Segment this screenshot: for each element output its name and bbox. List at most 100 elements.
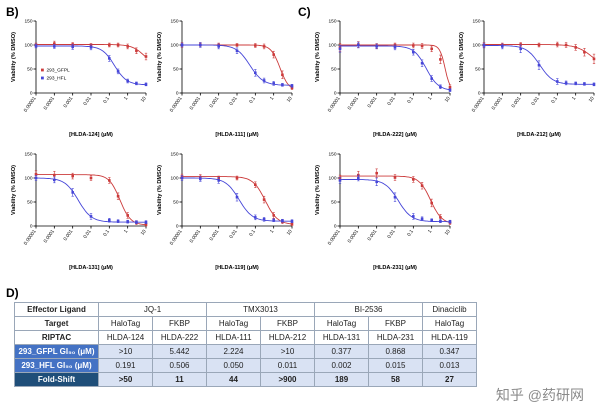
svg-text:150: 150 [24, 19, 32, 25]
row-label: Target [14, 316, 99, 331]
svg-text:10: 10 [286, 95, 294, 103]
panel-label-c: C) [298, 5, 311, 19]
header-cell: BI-2536 [314, 302, 423, 317]
header-cell: FKBP [260, 316, 315, 331]
value-cell: 0.002 [314, 358, 369, 373]
svg-text:0.01: 0.01 [386, 228, 396, 239]
svg-text:0.01: 0.01 [82, 228, 92, 239]
svg-text:0: 0 [334, 224, 337, 230]
svg-text:0: 0 [334, 91, 337, 97]
svg-text:50: 50 [331, 67, 337, 73]
value-cell: >900 [260, 372, 315, 387]
panel-label-d: D) [6, 286, 19, 300]
svg-text:150: 150 [170, 152, 178, 158]
svg-text:0.0001: 0.0001 [189, 95, 203, 111]
svg-text:100: 100 [472, 43, 480, 49]
watermark: 知乎 @药研网 [495, 387, 584, 403]
value-cell: 0.868 [368, 344, 423, 359]
header-cell: HaloTag [206, 316, 261, 331]
svg-text:0.0001: 0.0001 [189, 228, 203, 244]
svg-text:0.001: 0.001 [62, 228, 74, 242]
svg-text:0.0001: 0.0001 [43, 95, 57, 111]
row-label: 293_GFPL GI₅₀ (μM) [14, 344, 99, 359]
svg-text:0.01: 0.01 [530, 95, 540, 106]
value-cell: 5.442 [152, 344, 207, 359]
svg-text:Viability (% DMSO): Viability (% DMSO) [157, 165, 163, 215]
table-row: 293_GFPL GI₅₀ (μM) >10 5.442 2.224 >10 0.377 0… [14, 344, 477, 359]
svg-text:0.1: 0.1 [406, 228, 415, 237]
svg-text:10: 10 [588, 95, 596, 103]
header-cell: HLDA-124 [98, 330, 153, 345]
svg-text:100: 100 [170, 176, 178, 182]
header-cell: JQ-1 [98, 302, 207, 317]
row-label: Fold-Shift [14, 372, 99, 387]
svg-text:0.001: 0.001 [366, 95, 378, 109]
chart-hlda-212: 0 50 100 150 0.00001 0.0001 0.001 0.01 0.1 1 10 [HL… [456, 15, 598, 143]
value-cell: 2.224 [206, 344, 261, 359]
header-cell: FKBP [152, 316, 207, 331]
value-cell: 0.050 [206, 358, 261, 373]
value-cell: >10 [260, 344, 315, 359]
svg-text:10: 10 [444, 228, 452, 236]
table-row: Target HaloTag FKBP HaloTag FKBP HaloTag FKBP H… [14, 316, 477, 331]
svg-text:50: 50 [173, 200, 179, 206]
svg-text:[HLDA-119] (μM): [HLDA-119] (μM) [215, 265, 259, 271]
svg-text:100: 100 [328, 176, 336, 182]
value-cell: 0.011 [260, 358, 315, 373]
svg-text:0: 0 [30, 91, 33, 97]
value-cell: 0.015 [368, 358, 423, 373]
svg-text:0: 0 [30, 224, 33, 230]
row-label: Effector Ligand [14, 302, 99, 317]
svg-text:Viability (% DMSO): Viability (% DMSO) [459, 32, 465, 82]
svg-text:100: 100 [170, 43, 178, 49]
svg-text:1: 1 [123, 95, 130, 101]
table-row: RIPTAC HLDA-124 HLDA-222 HLDA-111 HLDA-212 HL… [14, 330, 477, 345]
svg-text:0.00001: 0.00001 [471, 95, 486, 113]
chart-hlda-111: 0 50 100 150 0.00001 0.0001 0.001 0.01 0.1 1 10 [HL… [154, 15, 296, 143]
header-cell: HLDA-119 [422, 330, 477, 345]
svg-text:1: 1 [269, 95, 276, 101]
panel-label-b: B) [6, 5, 19, 19]
svg-text:0: 0 [176, 224, 179, 230]
svg-text:1: 1 [571, 95, 578, 101]
svg-text:0.1: 0.1 [550, 95, 559, 104]
svg-text:0.01: 0.01 [228, 228, 238, 239]
svg-text:0.001: 0.001 [208, 228, 220, 242]
svg-text:150: 150 [472, 19, 480, 25]
header-cell: HLDA-212 [260, 330, 315, 345]
svg-text:0.0001: 0.0001 [43, 228, 57, 244]
svg-text:100: 100 [24, 43, 32, 49]
header-cell: HaloTag [98, 316, 153, 331]
svg-text:1: 1 [123, 228, 130, 234]
value-cell: 44 [206, 372, 261, 387]
svg-text:100: 100 [24, 176, 32, 182]
chart-hlda-119: 0 50 100 150 0.00001 0.0001 0.001 0.01 0.1 1 10 [HL… [154, 148, 296, 276]
value-cell: 0.377 [314, 344, 369, 359]
svg-text:50: 50 [27, 200, 33, 206]
svg-text:0.00001: 0.00001 [327, 95, 342, 113]
svg-text:0.00001: 0.00001 [327, 228, 342, 246]
svg-text:0.0001: 0.0001 [491, 95, 505, 111]
value-cell: 0.506 [152, 358, 207, 373]
svg-text:Viability (% DMSO): Viability (% DMSO) [11, 32, 17, 82]
value-cell: 189 [314, 372, 369, 387]
svg-text:10: 10 [286, 228, 294, 236]
value-cell: 27 [422, 372, 477, 387]
svg-text:150: 150 [328, 19, 336, 25]
svg-text:Viability (% DMSO): Viability (% DMSO) [157, 32, 163, 82]
svg-text:150: 150 [328, 152, 336, 158]
table-row: 293_HFL GI₅₀ (μM) 0.191 0.506 0.050 0.011 0.0… [14, 358, 477, 373]
svg-text:0.0001: 0.0001 [347, 228, 361, 244]
svg-text:10: 10 [140, 95, 148, 103]
chart-hlda-124: 0 50 100 150 0.00001 0.0001 0.001 0.01 0.1 1 10 [HL… [8, 15, 150, 143]
header-cell: HaloTag [314, 316, 369, 331]
svg-text:1: 1 [269, 228, 276, 234]
svg-text:1: 1 [427, 228, 434, 234]
svg-text:0.1: 0.1 [102, 95, 111, 104]
row-label: 293_HFL GI₅₀ (μM) [14, 358, 99, 373]
svg-text:[HLDA-131] (μM): [HLDA-131] (μM) [69, 265, 113, 271]
header-cell: Dinaciclib [422, 302, 477, 317]
svg-text:50: 50 [173, 67, 179, 73]
svg-text:0.1: 0.1 [248, 95, 257, 104]
